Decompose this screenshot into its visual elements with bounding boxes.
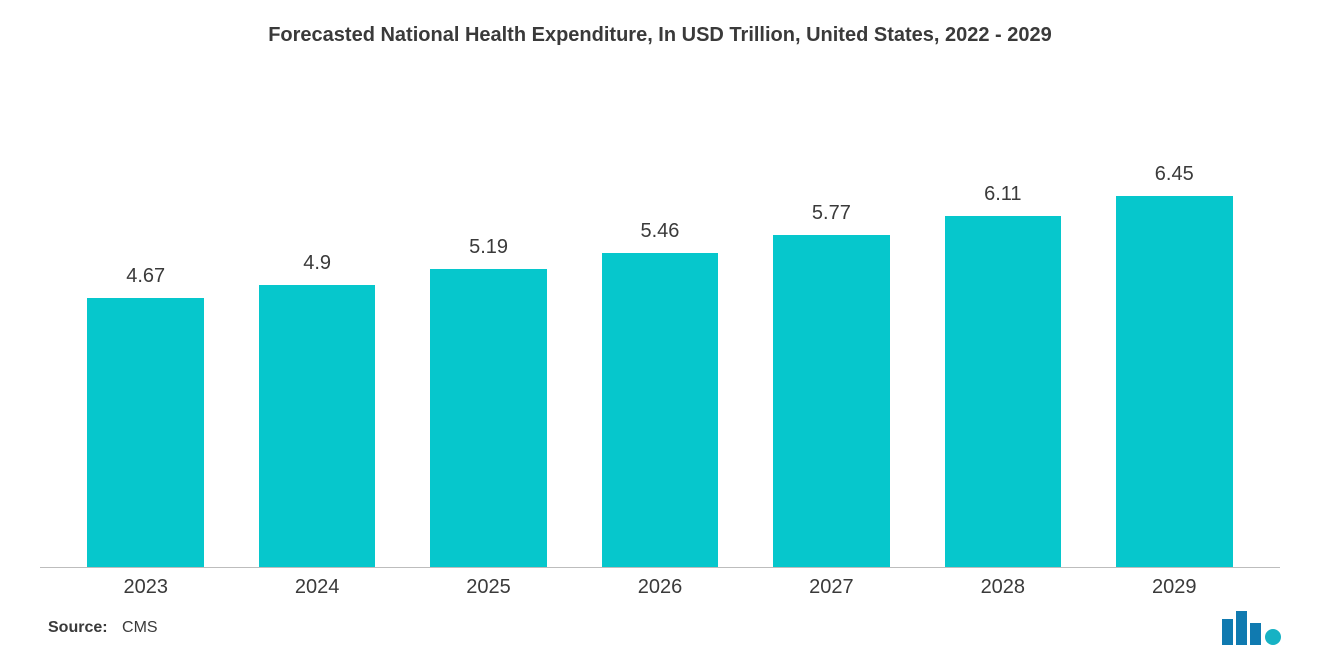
bar-group: 6.11: [917, 107, 1088, 567]
bar: [1116, 196, 1233, 567]
bar: [602, 253, 719, 567]
brand-logo-icon: [1220, 605, 1284, 645]
bar-value-label: 5.19: [469, 236, 508, 259]
bar-group: 4.67: [60, 107, 231, 567]
bar-value-label: 4.9: [303, 252, 331, 275]
bar-value-label: 6.11: [984, 183, 1021, 206]
x-axis: 2023202420252026202720282029: [40, 567, 1280, 599]
bar: [773, 235, 890, 567]
bar-group: 6.45: [1089, 107, 1260, 567]
bar-value-label: 5.77: [812, 202, 851, 225]
bar-value-label: 5.46: [641, 220, 680, 243]
bar: [945, 216, 1062, 567]
x-tick-label: 2027: [746, 576, 917, 599]
chart-title: Forecasted National Health Expenditure, …: [40, 24, 1280, 47]
bar: [87, 298, 204, 567]
bar-group: 5.77: [746, 107, 917, 567]
plot-area: 4.67 4.9 5.19 5.46 5.77 6.11 6.45: [40, 107, 1280, 567]
source-label: Source:: [48, 619, 108, 636]
bar-group: 5.19: [403, 107, 574, 567]
bar-value-label: 4.67: [126, 265, 165, 288]
x-tick-label: 2026: [574, 576, 745, 599]
x-tick-label: 2029: [1089, 576, 1260, 599]
bar-group: 4.9: [231, 107, 402, 567]
source-line: Source: CMS: [48, 619, 158, 637]
x-tick-label: 2025: [403, 576, 574, 599]
bar-value-label: 6.45: [1155, 163, 1194, 186]
bar-group: 5.46: [574, 107, 745, 567]
x-tick-label: 2024: [231, 576, 402, 599]
x-tick-label: 2028: [917, 576, 1088, 599]
bar: [430, 269, 547, 567]
source-text: CMS: [122, 619, 158, 636]
x-tick-label: 2023: [60, 576, 231, 599]
bar: [259, 285, 376, 567]
chart-container: Forecasted National Health Expenditure, …: [0, 0, 1320, 665]
